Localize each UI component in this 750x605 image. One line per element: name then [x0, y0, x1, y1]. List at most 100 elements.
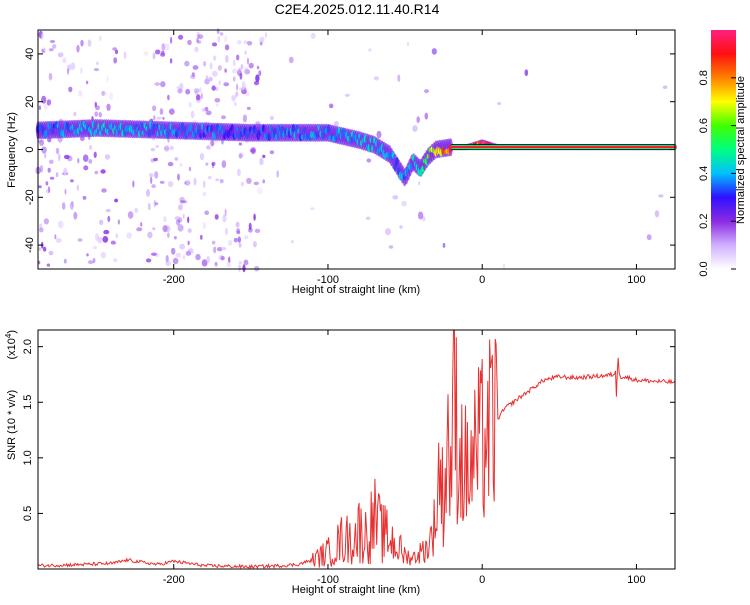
noise-speckle — [216, 103, 219, 107]
noise-speckle — [41, 146, 47, 154]
noise-speckle — [153, 157, 159, 162]
noise-speckle — [368, 48, 372, 52]
noise-speckle — [123, 51, 127, 60]
noise-speckle — [77, 238, 83, 242]
noise-speckle — [224, 68, 227, 73]
noise-speckle — [365, 216, 371, 220]
noise-speckle — [113, 57, 118, 64]
noise-speckle — [117, 219, 121, 225]
noise-speckle — [49, 48, 54, 52]
noise-speckle — [254, 228, 261, 233]
noise-speckle — [114, 198, 118, 203]
noise-speckle — [246, 57, 250, 65]
noise-speckle — [497, 102, 501, 105]
svg-text:(x104): (x104) — [4, 330, 18, 360]
noise-speckle — [216, 28, 220, 34]
noise-speckle — [259, 157, 264, 166]
snr-series-line — [37, 329, 676, 570]
noise-speckle — [397, 74, 401, 82]
noise-speckle — [215, 178, 219, 182]
noise-speckle — [193, 88, 200, 94]
noise-speckle — [145, 258, 152, 263]
noise-speckle — [187, 216, 190, 224]
noise-speckle — [235, 221, 240, 228]
noise-speckle — [44, 152, 47, 159]
noise-speckle — [163, 216, 167, 223]
snr-x-ticks: -200 -100 0 100 — [163, 330, 646, 586]
noise-speckle — [182, 213, 185, 219]
colorbar-ticks: 0.0 0.2 0.4 0.6 0.8 — [698, 70, 736, 277]
noise-speckle — [203, 61, 207, 67]
noise-speckle — [63, 167, 68, 176]
noise-speckle — [291, 239, 294, 244]
noise-speckle — [385, 228, 391, 236]
noise-speckle — [85, 80, 89, 85]
noise-speckle — [214, 261, 218, 267]
noise-speckle — [248, 62, 254, 69]
noise-speckle — [38, 260, 41, 265]
noise-speckle — [262, 179, 266, 184]
noise-speckle — [63, 258, 67, 264]
noise-speckle — [211, 42, 218, 47]
noise-speckle — [179, 163, 183, 167]
noise-speckle — [102, 236, 109, 243]
noise-speckle — [93, 68, 100, 72]
noise-speckle — [246, 106, 251, 110]
noise-speckle — [194, 46, 199, 53]
noise-speckle — [242, 264, 246, 273]
noise-speckle — [236, 54, 240, 61]
noise-speckle — [140, 222, 143, 227]
noise-speckle — [88, 159, 93, 164]
noise-speckle — [200, 234, 203, 240]
noise-speckle — [200, 92, 203, 100]
noise-speckle — [211, 240, 216, 245]
noise-speckle — [57, 52, 64, 58]
y-tick-label: 0 — [24, 146, 36, 152]
noise-speckle — [95, 61, 99, 65]
noise-speckle — [242, 114, 247, 123]
spectrogram-ridge-layer — [35, 119, 677, 187]
y-tick-label: -20 — [24, 189, 36, 205]
noise-speckle — [43, 218, 50, 225]
noise-speckle — [146, 189, 150, 197]
noise-speckle — [101, 188, 107, 193]
noise-speckle — [159, 108, 164, 115]
noise-speckle — [94, 170, 99, 175]
noise-speckle — [227, 239, 233, 246]
noise-speckle — [243, 259, 249, 266]
noise-speckle — [201, 259, 208, 267]
noise-speckle — [198, 87, 202, 93]
noise-speckle — [39, 227, 44, 233]
noise-speckle — [658, 194, 664, 198]
noise-speckle — [206, 255, 211, 264]
noise-speckle — [95, 105, 100, 111]
noise-speckle — [202, 191, 207, 197]
noise-speckle — [210, 139, 215, 147]
noise-speckle — [68, 86, 73, 93]
noise-speckle — [175, 252, 182, 258]
noise-speckle — [153, 199, 156, 208]
noise-speckle — [190, 110, 195, 119]
y-tick-label: 1.0 — [22, 450, 34, 465]
noise-speckle — [399, 225, 403, 229]
noise-speckle — [211, 70, 218, 77]
noise-speckle — [205, 75, 209, 79]
noise-speckle — [187, 228, 192, 233]
colorbar-gradient — [711, 30, 736, 269]
snr-plot-area — [38, 330, 675, 569]
noise-speckle — [176, 218, 181, 226]
noise-speckle — [162, 225, 168, 233]
noise-speckle — [213, 55, 217, 61]
noise-speckle — [159, 180, 165, 184]
noise-speckle — [241, 81, 246, 89]
noise-speckle — [178, 204, 183, 211]
noise-speckle — [248, 222, 252, 230]
noise-speckle — [238, 152, 245, 158]
noise-speckle — [412, 125, 418, 132]
noise-speckle — [202, 180, 206, 188]
noise-speckle — [174, 216, 181, 220]
noise-speckle — [232, 59, 236, 67]
noise-speckle — [115, 49, 118, 55]
noise-speckle — [196, 37, 199, 43]
noise-speckle — [82, 195, 87, 200]
